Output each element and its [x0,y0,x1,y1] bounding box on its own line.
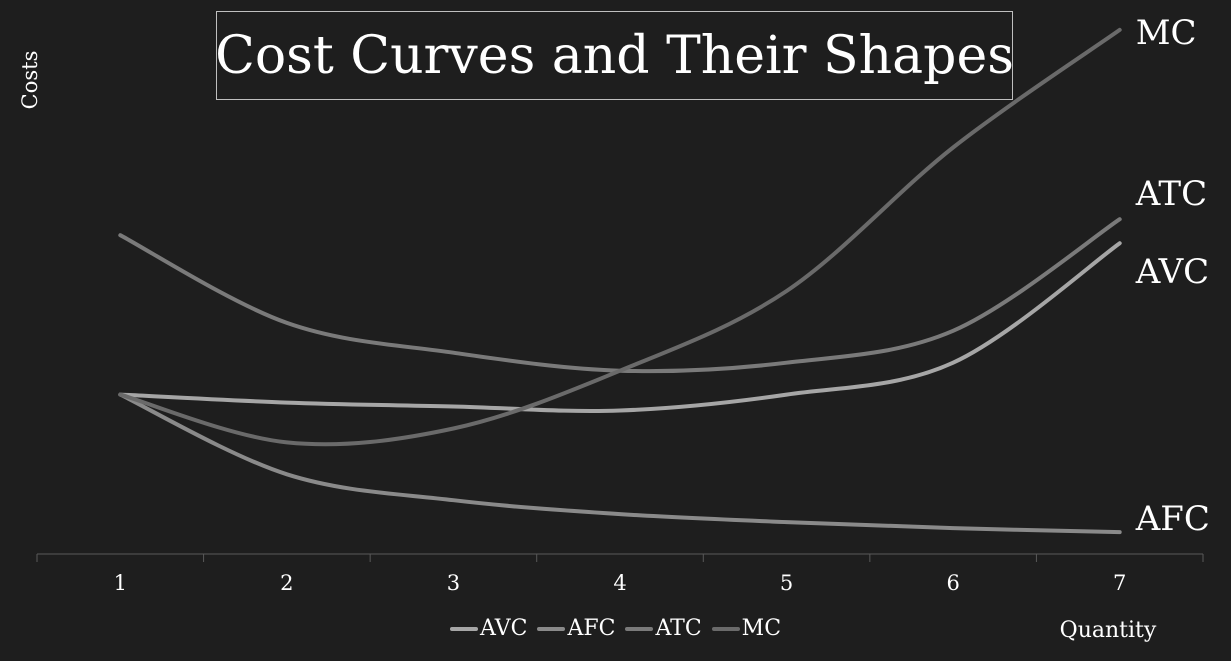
chart-title-box: Cost Curves and Their Shapes [215,11,1014,100]
series-line-avc [118,241,1122,413]
end-label-atc: ATC [1135,174,1207,214]
series-end-labels: AVC AFC ATC MC [1135,13,1210,539]
x-axis: 1 2 3 4 5 6 7 [36,553,1204,595]
chart-title: Cost Curves and Their Shapes [215,25,1014,86]
legend-label-mc: MC [741,616,782,641]
legend-item-atc: ATC [625,616,702,641]
x-tick-label: 6 [946,571,959,595]
end-label-mc: MC [1136,13,1197,53]
legend-swatch-avc [449,626,478,631]
x-tick-label: 2 [280,571,293,595]
x-tick-label: 7 [1113,571,1126,595]
legend-item-mc: MC [711,616,782,641]
series-line-mc [118,27,1122,447]
end-label-avc: AVC [1135,252,1209,292]
legend-label-avc: AVC [479,616,528,641]
legend-swatch-afc [537,626,566,631]
legend-label-afc: AFC [567,616,616,641]
legend-label-atc: ATC [655,616,702,641]
y-axis-label: Costs [18,50,42,110]
x-axis-label: Quantity [1059,618,1157,643]
legend: AVC AFC ATC MC [0,616,1231,641]
legend-item-afc: AFC [537,616,615,641]
x-tick-label: 3 [447,571,460,595]
legend-swatch-atc [625,626,654,631]
legend-item-avc: AVC [449,616,528,641]
end-label-afc: AFC [1135,499,1210,539]
x-tick-label: 4 [613,571,626,595]
series-line-afc [118,392,1122,535]
x-tick-label: 1 [114,571,127,595]
legend-swatch-mc [711,626,740,631]
series-line-atc [118,217,1122,374]
x-tick-label: 5 [780,571,793,595]
series-lines [118,27,1122,535]
